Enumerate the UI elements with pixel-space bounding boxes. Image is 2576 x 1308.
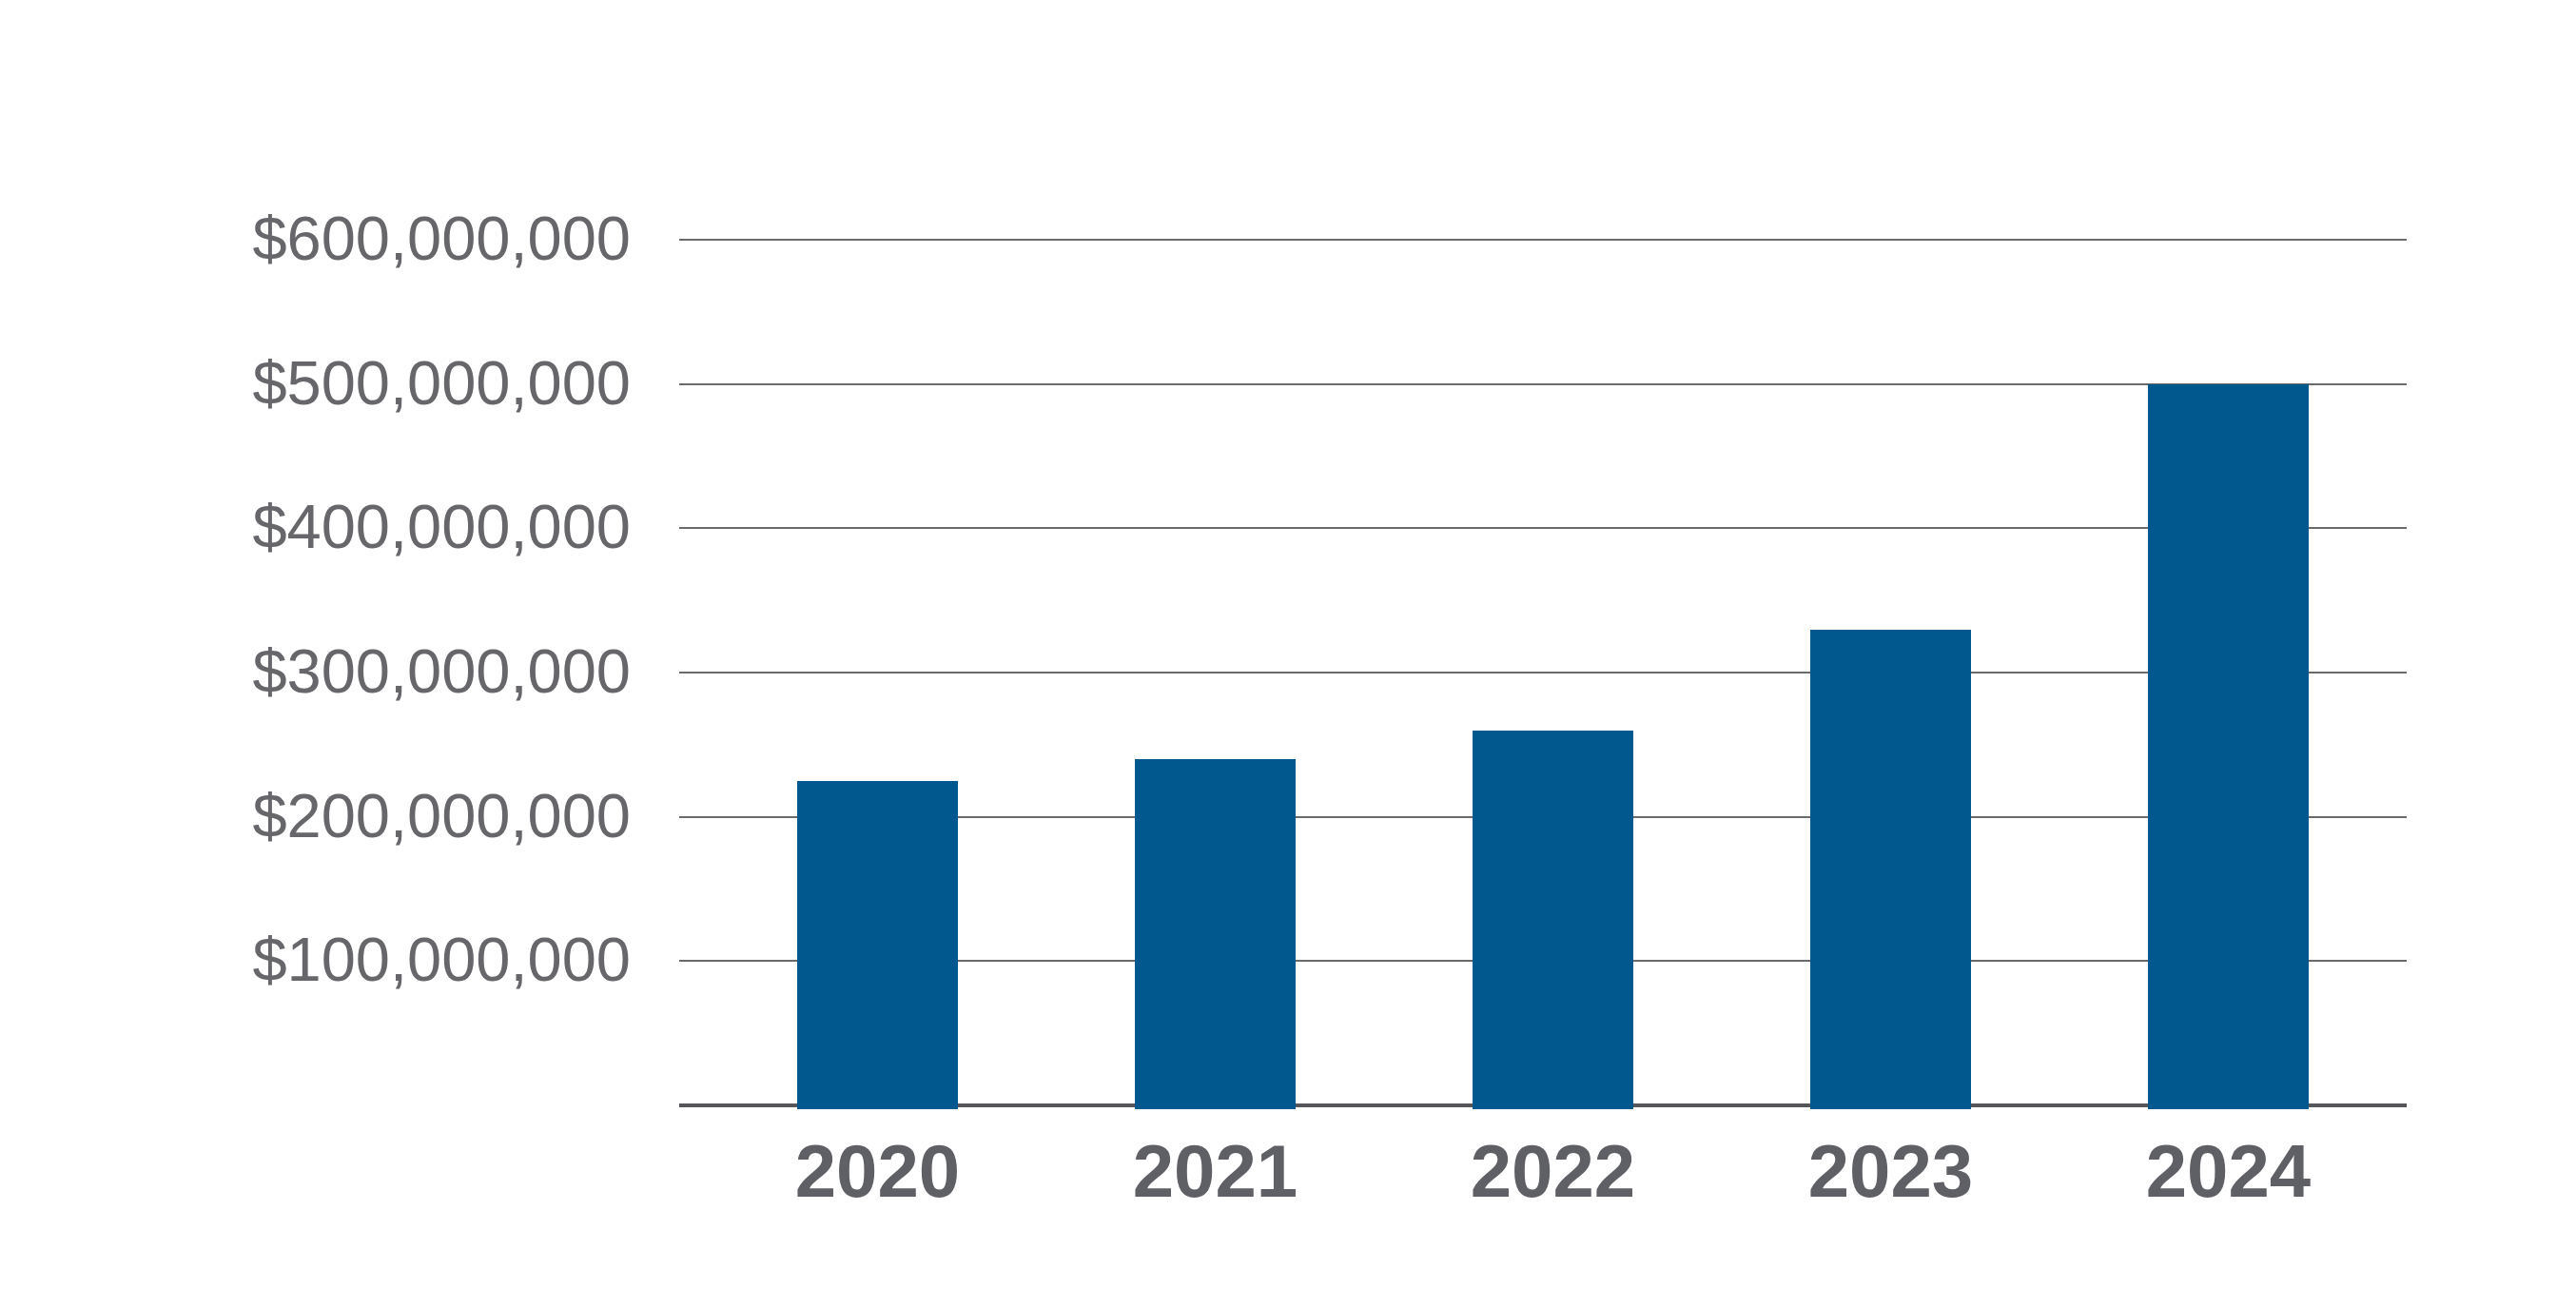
x-axis-tick-label: 2024 bbox=[2146, 1134, 2312, 1208]
x-axis-tick-label: 2023 bbox=[1808, 1134, 1974, 1208]
y-axis-tick-label: $600,000,000 bbox=[252, 207, 631, 269]
y-axis-tick-label: $300,000,000 bbox=[252, 640, 631, 702]
bar-2020 bbox=[797, 781, 958, 1109]
bar-2024 bbox=[2148, 384, 2309, 1109]
y-axis-tick-label: $400,000,000 bbox=[252, 497, 631, 558]
y-axis-tick-label: $100,000,000 bbox=[252, 929, 631, 991]
bar-2021 bbox=[1135, 759, 1296, 1109]
bar-2022 bbox=[1473, 731, 1633, 1109]
x-axis-tick-label: 2021 bbox=[1133, 1134, 1298, 1208]
gridline bbox=[679, 239, 2407, 241]
y-axis-tick-label: $200,000,000 bbox=[252, 785, 631, 847]
bar-chart: $600,000,000 $500,000,000 $400,000,000 $300… bbox=[0, 0, 2576, 1308]
bar-2023 bbox=[1810, 630, 1971, 1110]
x-axis-tick-label: 2022 bbox=[1471, 1134, 1636, 1208]
y-axis-tick-label: $500,000,000 bbox=[252, 352, 631, 414]
x-axis-tick-label: 2020 bbox=[795, 1134, 961, 1208]
